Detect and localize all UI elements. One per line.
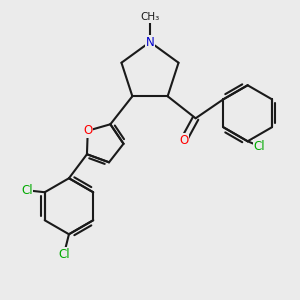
Text: Cl: Cl [58,248,70,261]
Text: O: O [83,124,92,137]
Text: CH₃: CH₃ [140,12,160,22]
Text: Cl: Cl [21,184,32,197]
Text: Cl: Cl [254,140,266,153]
Text: N: N [146,35,154,49]
Text: O: O [179,134,188,147]
